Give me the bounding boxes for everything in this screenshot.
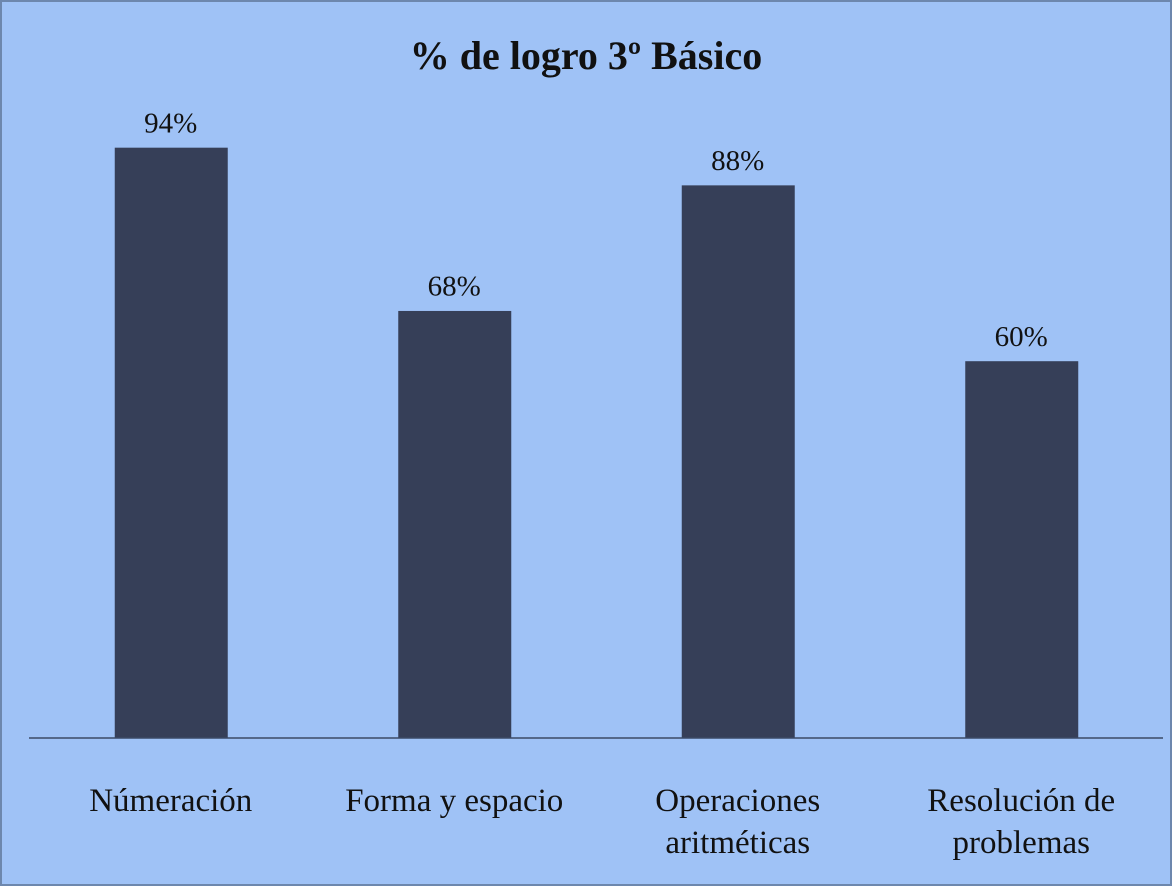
bar	[398, 310, 512, 738]
bar	[965, 361, 1079, 738]
value-label: 94%	[144, 107, 197, 139]
bar	[681, 185, 795, 739]
chart-title: % de logro 3º Básico	[410, 33, 762, 78]
value-label: 88%	[711, 145, 764, 177]
x-tick-label: Operaciones aritméticas	[655, 783, 821, 861]
x-tick-label: Resolución de problemas	[927, 783, 1116, 861]
value-label: 60%	[995, 321, 1048, 353]
x-tick-label: Forma y espacio	[345, 783, 564, 819]
value-label: 68%	[428, 271, 481, 303]
x-tick-label: Númeración	[89, 783, 253, 819]
bar	[114, 147, 228, 738]
